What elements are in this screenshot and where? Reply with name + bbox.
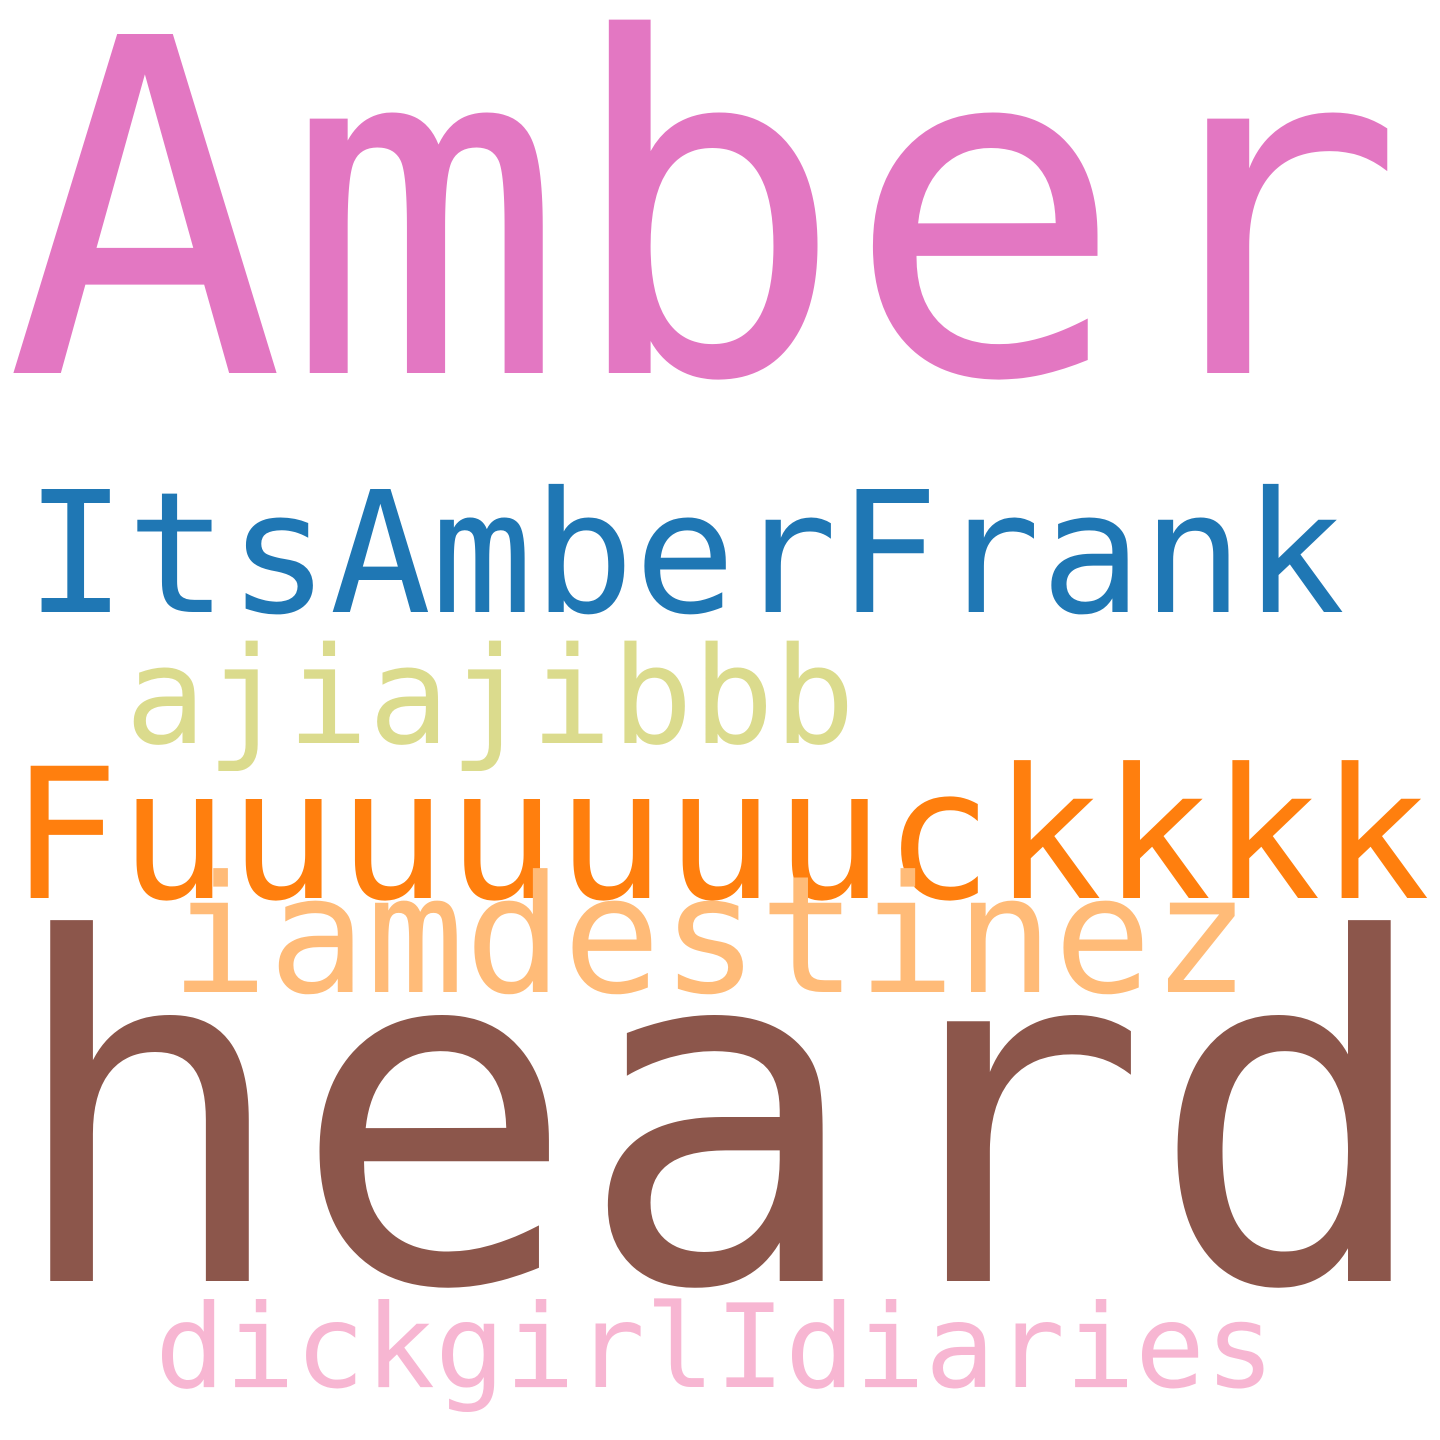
word-dickgirlidiaries: dickgirlIdiaries xyxy=(155,1280,1275,1415)
word-ajiajibbb: ajiajibbb xyxy=(125,618,856,775)
word-itsamberfrank: ItsAmberFrank xyxy=(25,455,1346,652)
word-amber: Amber xyxy=(5,0,1405,483)
word-iamdestinez: iamdestinez xyxy=(170,842,1250,1031)
word-heard: heard xyxy=(5,841,1435,1394)
word-fuuuuuuuckkkk: Fuuuuuuuckkkk xyxy=(10,730,1430,941)
